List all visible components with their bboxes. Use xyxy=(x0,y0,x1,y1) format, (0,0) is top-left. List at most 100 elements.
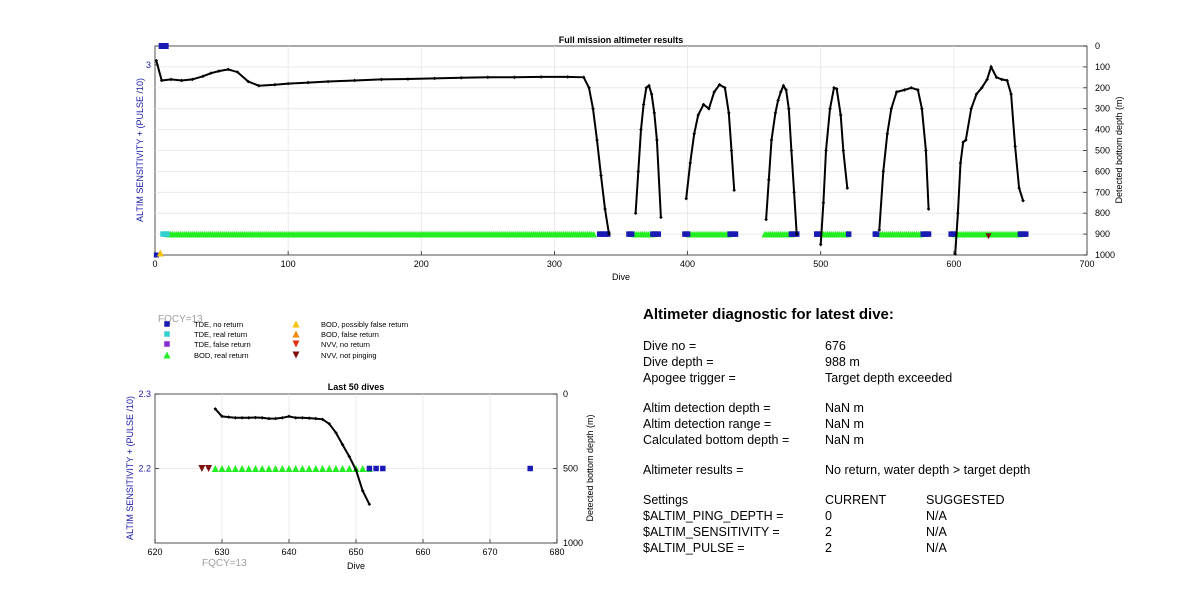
tde-no-return-marker xyxy=(815,231,821,237)
top-x-tick-label: 200 xyxy=(414,259,429,269)
bottom-depth-point xyxy=(591,106,595,111)
bottom-depth-point xyxy=(217,69,221,73)
ping-depth-suggested: N/A xyxy=(926,509,947,523)
legend-label: BOD, real return xyxy=(194,351,249,360)
tde-no-return-marker xyxy=(873,231,880,237)
bottom-depth-point xyxy=(707,106,711,111)
bod-real-return-marker xyxy=(359,465,367,472)
dive-no-value: 676 xyxy=(825,339,846,353)
bottom-depth-point xyxy=(273,416,278,421)
nvv-not-pinging-marker xyxy=(205,465,213,472)
tde-no-return-marker xyxy=(153,252,159,258)
top-y2-tick-label: 0 xyxy=(1095,41,1100,51)
bottom-depth-point xyxy=(838,113,843,117)
bod-real-return-marker xyxy=(590,230,597,238)
top-x-tick-label: 0 xyxy=(152,259,157,269)
bottom-y2-tick-label: 1000 xyxy=(563,538,583,548)
top-y2-tick-label: 300 xyxy=(1095,104,1110,114)
bottom-depth-point xyxy=(974,92,979,96)
bottom-depth-point xyxy=(701,102,706,107)
diag-row-settings-header: Settings CURRENT SUGGESTED xyxy=(643,492,1123,508)
current-header: CURRENT xyxy=(825,493,887,507)
full-mission-y2label: Detected bottom depth (m) xyxy=(1114,96,1124,203)
bottom-depth-point xyxy=(240,416,244,420)
bottom-depth-point xyxy=(636,169,641,174)
calculated-depth-label: Calculated bottom depth = xyxy=(643,433,790,447)
bottom-depth-point xyxy=(792,190,796,195)
tde-no-return-marker xyxy=(1023,231,1029,237)
bottom-depth-point xyxy=(260,416,264,420)
bottom-depth-point xyxy=(347,454,352,459)
bottom-depth-point xyxy=(286,81,290,86)
apogee-trigger-value: Target depth exceeded xyxy=(825,371,953,385)
diag-row-sensitivity: $ALTIM_SENSITIVITY = 2 N/A xyxy=(643,524,1123,540)
bottom-depth-point xyxy=(159,78,164,83)
last-50-dives-ylabel: ALTIM SENSITIVITY + (PULSE /10) xyxy=(125,396,135,540)
bottom-depth-point xyxy=(781,83,786,88)
bod-real-return-marker xyxy=(325,465,333,472)
diag-row-dive-no: Dive no = 676 xyxy=(643,338,1123,354)
bottom-depth-point xyxy=(459,75,464,80)
ping-depth-current: 0 xyxy=(825,509,832,523)
bottom-depth-point xyxy=(776,98,780,103)
bottom-x-tick-label: 670 xyxy=(482,547,497,557)
bottom-depth-point xyxy=(327,422,331,426)
diag-row-dive-depth: Dive depth = 988 m xyxy=(643,354,1123,370)
bottom-depth-point xyxy=(964,138,968,142)
bottom-depth-point xyxy=(821,200,826,205)
bottom-depth-point xyxy=(652,111,657,115)
bottom-depth-point xyxy=(293,416,298,420)
bottom-depth-point xyxy=(253,415,258,420)
bottom-depth-point xyxy=(213,407,218,411)
bottom-depth-point xyxy=(696,113,701,117)
bod-real-return-marker xyxy=(319,465,326,472)
bottom-depth-point xyxy=(360,489,365,493)
tde-no-return-marker xyxy=(628,231,635,237)
legend-fqcy-annotation: FQCY=13 xyxy=(158,314,203,325)
suggested-header: SUGGESTED xyxy=(926,493,1005,507)
last-50-dives-chart: 620 630 640 650 660 670 680 2.2 2.3 0 500 1000 Last… xyxy=(125,382,595,571)
tde-real-return-marker xyxy=(164,231,170,237)
pulse-label: $ALTIM_PULSE = xyxy=(643,541,745,555)
tde-no-return-marker xyxy=(655,231,662,237)
bottom-depth-point xyxy=(729,148,734,153)
results-value: No return, water depth > target depth xyxy=(825,463,1031,477)
bod-real-return-marker xyxy=(265,465,273,472)
legend-label: NVV, no return xyxy=(321,340,370,349)
detection-range-label: Altim detection range = xyxy=(643,417,772,431)
bottom-depth-point xyxy=(267,416,271,421)
top-y2-tick-label: 200 xyxy=(1095,83,1110,93)
bottom-depth-point xyxy=(688,161,693,165)
bottom-depth-point xyxy=(985,77,989,82)
bottom-depth-point xyxy=(764,217,768,222)
last-50-dives-xlabel: Dive xyxy=(347,561,365,571)
full-mission-ylabel: ALTIM SENSITIVITY + (PULSE /10) xyxy=(135,78,145,222)
bottom-depth-point xyxy=(179,78,184,83)
bottom-depth-line xyxy=(685,83,736,199)
legend-label: BOD, false return xyxy=(321,330,379,339)
bottom-depth-point xyxy=(201,74,205,79)
diag-row-pulse: $ALTIM_PULSE = 2 N/A xyxy=(643,540,1123,556)
bod-real-return-marker xyxy=(332,465,340,472)
full-mission-xlabel: Dive xyxy=(612,272,630,282)
bod-real-return-marker xyxy=(211,465,219,472)
detection-depth-label: Altim detection depth = xyxy=(643,401,771,415)
top-y2-tick-label: 500 xyxy=(1095,146,1110,156)
bottom-depth-point xyxy=(727,111,731,115)
bottom-depth-point xyxy=(233,416,238,420)
bottom-depth-point xyxy=(587,86,591,90)
bottom-depth-point xyxy=(287,414,291,419)
bottom-depth-point xyxy=(649,92,654,96)
legend-label: TDE, no return xyxy=(194,320,243,329)
bottom-depth-point xyxy=(1009,92,1013,96)
bottom-depth-point xyxy=(832,86,836,90)
bottom-depth-point xyxy=(828,106,832,111)
bottom-depth-point xyxy=(512,75,517,80)
diag-row-detection-range: Altim detection range = NaN m xyxy=(643,416,1123,432)
top-y2-tick-label: 100 xyxy=(1095,62,1110,72)
bod-real-return-marker xyxy=(245,465,253,472)
bottom-depth-point xyxy=(154,58,159,63)
bottom-depth-point xyxy=(889,106,894,111)
bottom-depth-point xyxy=(603,207,607,211)
bottom-depth-point xyxy=(723,86,727,90)
